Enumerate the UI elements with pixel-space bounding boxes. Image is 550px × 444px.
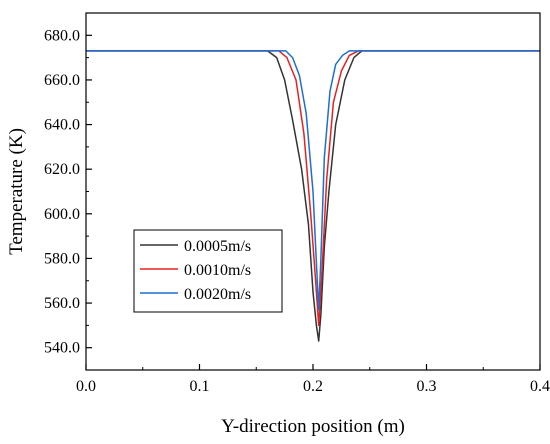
y-tick-label: 620.0 [44,161,80,178]
y-tick-label: 580.0 [44,250,80,267]
y-tick-label: 600.0 [44,206,80,223]
x-tick-label: 0.1 [190,378,210,395]
legend-label-3: 0.0020m/s [184,286,251,303]
legend-box [133,229,283,313]
y-axis-title: Temperature (K) [6,128,27,255]
x-tick-label: 0.4 [530,378,550,395]
y-axis-ticks: 540.0 560.0 580.0 600.0 620.0 640.0 660.0 680.0 [44,12,92,357]
series-line-2 [86,50,540,327]
series-line-1 [86,50,540,342]
legend: 0.0005m/s 0.0010m/s 0.0020m/s [133,229,283,313]
y-tick-label: 640.0 [44,117,80,134]
plot-lines [86,50,540,342]
y-tick-label: 540.0 [44,340,80,357]
y-tick-label: 680.0 [44,27,80,44]
y-tick-label: 660.0 [44,72,80,89]
y-tick-label: 560.0 [44,295,80,312]
legend-label-1: 0.0005m/s [184,238,251,255]
x-tick-label: 0.2 [303,378,323,395]
x-axis-title: Y-direction position (m) [221,416,405,437]
legend-label-2: 0.0010m/s [184,262,251,279]
x-tick-label: 0.0 [76,378,96,395]
x-axis-ticks: 0.0 0.1 0.2 0.3 0.4 [76,364,550,395]
series-line-3 [86,50,540,311]
x-tick-label: 0.3 [417,378,437,395]
